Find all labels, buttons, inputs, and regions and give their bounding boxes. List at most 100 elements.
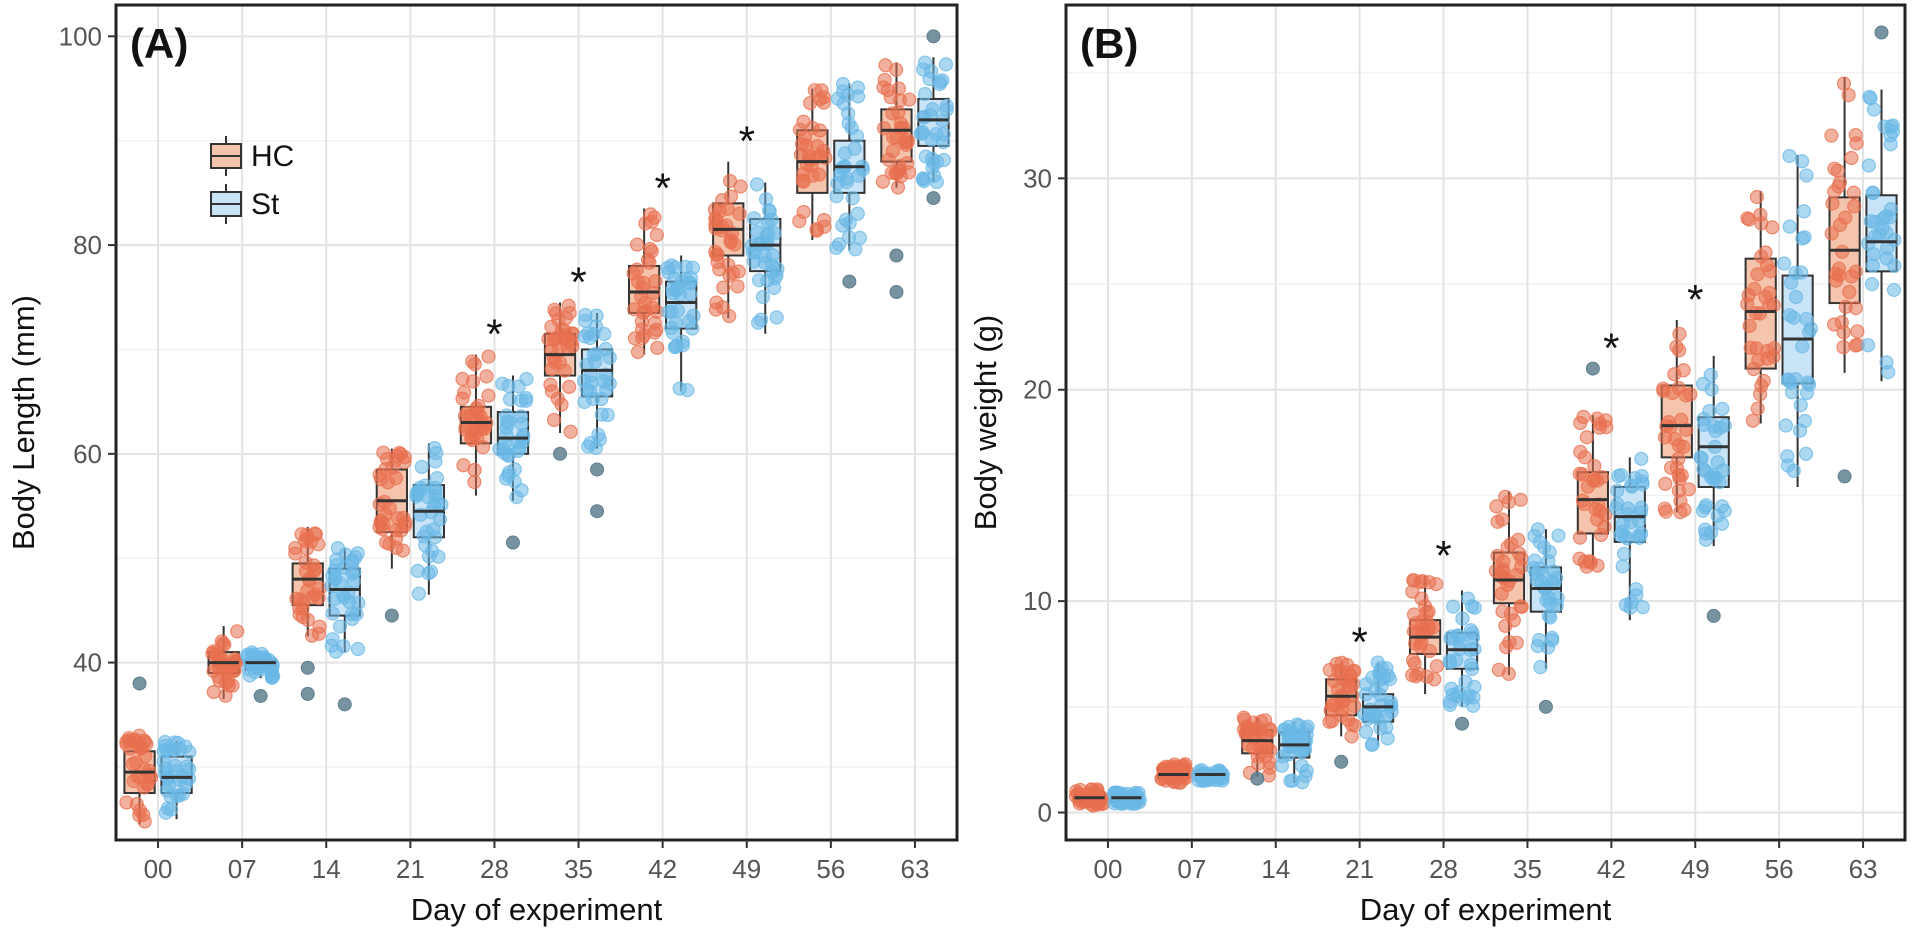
box-st-14 [1274, 717, 1315, 790]
data-point [1754, 216, 1769, 231]
data-point [562, 379, 577, 394]
y-tick-label: 0 [1038, 798, 1052, 828]
data-point [421, 490, 436, 505]
y-tick-label: 10 [1023, 586, 1052, 616]
data-point [1467, 679, 1482, 695]
data-point [650, 340, 665, 355]
box-hc-07 [205, 624, 245, 703]
data-point [578, 313, 593, 329]
data-point [157, 734, 173, 750]
data-point [1696, 411, 1711, 427]
data-point [1715, 401, 1730, 416]
data-point [647, 210, 662, 225]
data-point [1611, 469, 1626, 484]
data-point [1629, 582, 1644, 597]
data-point [1887, 258, 1902, 273]
data-point [1795, 231, 1810, 246]
data-point [1799, 385, 1815, 401]
x-axis-title: Day of experiment [1360, 892, 1612, 927]
legend: HC St [210, 136, 294, 224]
data-point [1577, 450, 1592, 465]
data-point [1513, 599, 1528, 614]
data-point [1343, 679, 1358, 694]
data-point [900, 135, 915, 150]
data-point [481, 388, 496, 403]
box-hc-35 [541, 298, 580, 461]
box-hc-49 [1656, 319, 1698, 520]
data-point [467, 357, 482, 372]
data-point [137, 735, 152, 750]
data-point [336, 639, 351, 654]
outlier-point [132, 676, 147, 691]
data-point [1799, 311, 1814, 327]
data-point [716, 280, 731, 295]
data-point [1513, 492, 1528, 507]
data-point [1883, 128, 1898, 143]
series-hc [1068, 76, 1865, 813]
outlier-point [1250, 771, 1265, 786]
data-point [501, 378, 516, 394]
x-tick-label: 00 [144, 854, 173, 884]
x-tick-label: 63 [1849, 854, 1878, 884]
outlier-point [1538, 699, 1553, 714]
data-point [327, 563, 342, 579]
box-st-35 [1526, 522, 1566, 714]
data-point [140, 776, 155, 792]
data-point [1667, 367, 1682, 382]
data-point [792, 122, 808, 137]
data-point [1422, 575, 1437, 590]
outlier-point [1706, 608, 1721, 623]
x-tick-label: 07 [1177, 854, 1206, 884]
data-point [1347, 718, 1362, 733]
box-st-21 [409, 441, 449, 601]
data-point [1460, 591, 1476, 606]
box-st-28 [492, 371, 534, 550]
significance-star: * [739, 118, 755, 165]
data-point [1678, 388, 1693, 403]
box-st-49 [744, 177, 785, 334]
data-point [626, 266, 641, 281]
x-tick-label: 00 [1093, 854, 1122, 884]
significance-star: * [1351, 618, 1367, 665]
box-hc-42 [626, 207, 665, 360]
data-point [720, 201, 735, 216]
data-point [206, 684, 221, 700]
data-point [217, 637, 232, 652]
data-point [1501, 666, 1516, 681]
data-point [1509, 635, 1524, 650]
data-point [670, 303, 685, 318]
data-point [1658, 476, 1673, 491]
data-point [1782, 219, 1797, 234]
data-point [922, 71, 937, 87]
data-point [935, 73, 950, 88]
data-point [421, 549, 437, 564]
data-point [1849, 136, 1864, 151]
data-point [1615, 516, 1630, 531]
data-point [1742, 318, 1757, 333]
data-point [263, 662, 278, 677]
data-point [680, 383, 695, 398]
data-point [1740, 211, 1755, 226]
data-point [1576, 409, 1591, 424]
x-tick-label: 14 [1261, 854, 1290, 884]
data-point [1551, 528, 1566, 543]
data-point [837, 146, 853, 161]
data-point [805, 120, 820, 136]
data-point [1717, 418, 1732, 433]
data-point [751, 315, 766, 330]
box-hc-56 [1740, 189, 1782, 428]
data-point [925, 102, 940, 117]
panel-b: * * * * 0 10 20 30 00 07 14 21 28 35 42 49 56 63 Day of ex… [968, 3, 1907, 927]
x-tick-label: 07 [228, 854, 257, 884]
data-point [715, 300, 730, 315]
data-point [544, 384, 560, 399]
data-point [1373, 698, 1389, 713]
data-point [501, 468, 516, 483]
data-point [890, 180, 906, 195]
data-point [1669, 339, 1684, 354]
data-point [499, 414, 515, 430]
data-point [1500, 539, 1515, 555]
data-point [758, 192, 774, 207]
data-point [561, 298, 576, 313]
